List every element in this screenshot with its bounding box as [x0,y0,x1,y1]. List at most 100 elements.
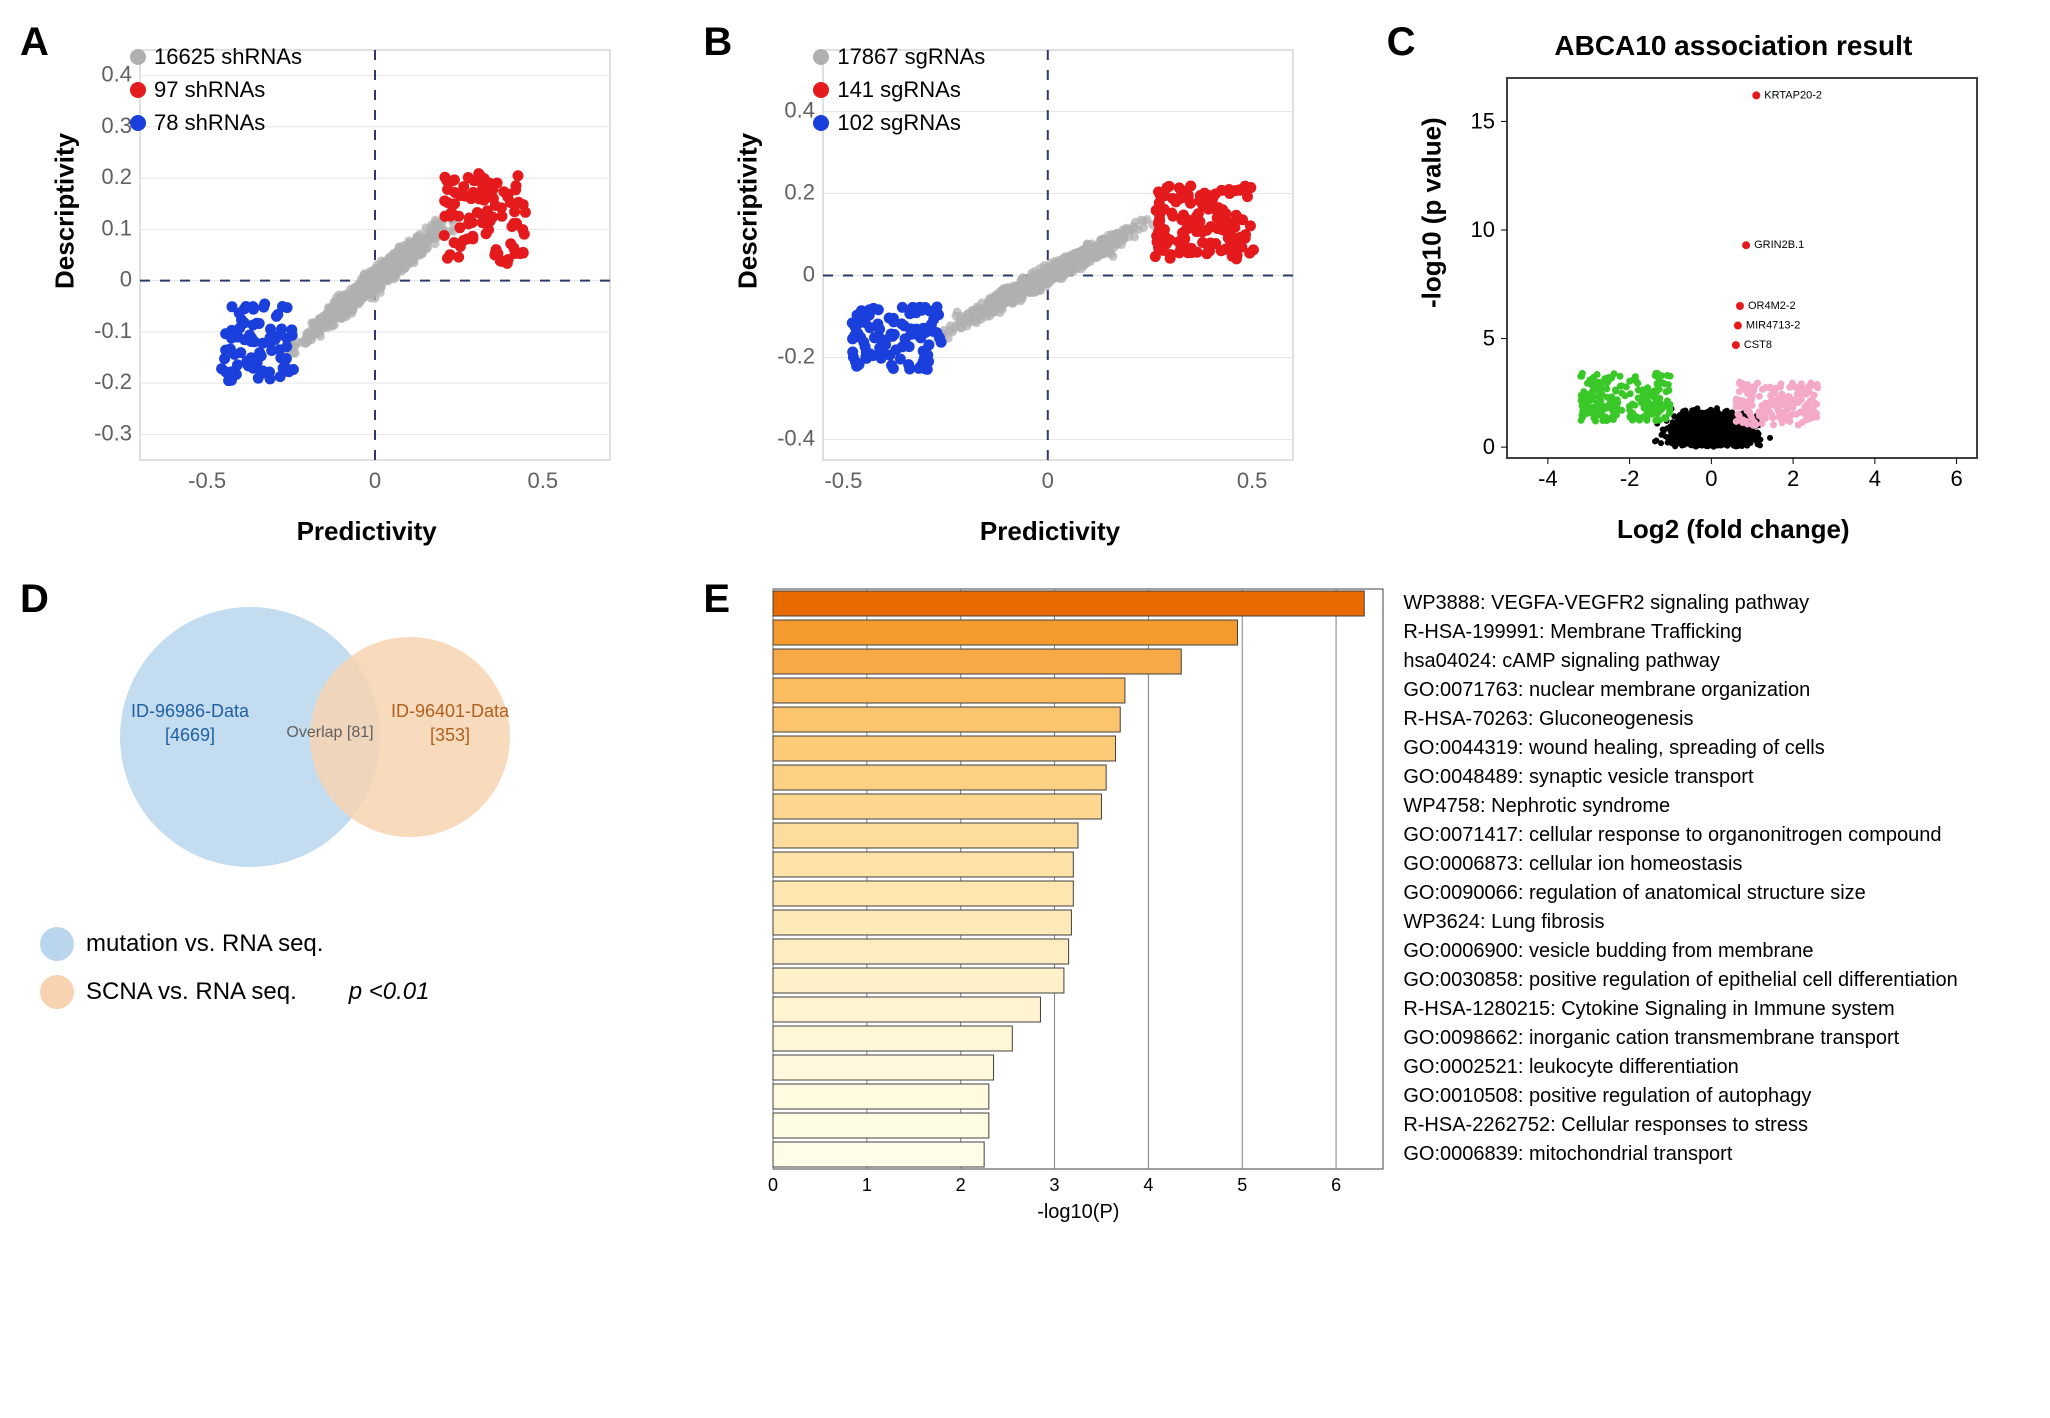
bar-label: GO:0090066: regulation of anatomical str… [1403,879,1957,908]
svg-text:3: 3 [1050,1175,1060,1195]
svg-text:-0.2: -0.2 [777,344,815,369]
bar-label: GO:0002521: leukocyte differentiation [1403,1053,1957,1082]
svg-text:0: 0 [369,468,381,493]
svg-text:ID-96401-Data: ID-96401-Data [391,701,510,721]
panel-b-legend: 17867 sgRNAs141 sgRNAs102 sgRNAs [813,40,985,139]
panel-e: E 0 1 2 3 4 5 6 -log10(P) WP3888: VEGFA-VEGFR2… [703,577,2030,1224]
panel-d-legend: mutation vs. RNA seq. SCNA vs. RNA seq. … [40,927,663,1009]
panel-b-label: B [703,20,732,65]
svg-text:-0.1: -0.1 [94,318,132,343]
venn-legend-label-1: mutation vs. RNA seq. [86,930,323,958]
bar-label: WP4758: Nephrotic syndrome [1403,792,1957,821]
svg-text:CST8: CST8 [1744,339,1772,351]
svg-text:0.5: 0.5 [1237,468,1268,493]
svg-text:KRTAP20-2: KRTAP20-2 [1764,89,1822,101]
svg-text:MIR4713-2: MIR4713-2 [1746,320,1800,332]
panel-d-label: D [20,577,49,622]
legend-dot [130,115,146,131]
svg-text:0: 0 [1705,466,1717,491]
bar-label: GO:0006839: mitochondrial transport [1403,1140,1957,1169]
svg-text:5: 5 [1238,1175,1248,1195]
panel-e-xlabel: -log10(P) [763,1201,1393,1224]
venn-legend-circle-2 [40,975,74,1009]
legend-dot [813,115,829,131]
venn-pvalue: p <0.01 [349,978,430,1006]
svg-text:-4: -4 [1538,466,1558,491]
svg-text:-0.5: -0.5 [825,468,863,493]
svg-text:GRIN2B.1: GRIN2B.1 [1754,239,1804,251]
svg-text:0.2: 0.2 [785,180,816,205]
svg-text:ID-96986-Data: ID-96986-Data [131,701,250,721]
panel-c: C ABCA10 association result -log10 (p va… [1387,20,2030,547]
bar-label: WP3888: VEGFA-VEGFR2 signaling pathway [1403,589,1957,618]
svg-text:OR4M2-2: OR4M2-2 [1748,300,1796,312]
bar-label: GO:0098662: inorganic cation transmembra… [1403,1024,1957,1053]
panel-e-barchart: 0 1 2 3 4 5 6 [763,587,1393,1197]
panel-b-xlabel: Predictivity [753,516,1346,547]
bar-label: GO:0044319: wound healing, spreading of … [1403,734,1957,763]
panel-c-title: ABCA10 association result [1437,30,2030,62]
legend-dot [813,82,829,98]
panel-b-ylabel: Descriptivity [733,132,764,288]
legend-label: 97 shRNAs [154,73,265,106]
svg-text:6: 6 [1331,1175,1341,1195]
svg-text:5: 5 [1482,326,1494,351]
legend-label: 17867 sgRNAs [837,40,985,73]
panel-e-label: E [703,577,730,622]
svg-text:4: 4 [1868,466,1880,491]
svg-text:1: 1 [862,1175,872,1195]
bar-label: GO:0071417: cellular response to organon… [1403,821,1957,850]
legend-dot [130,82,146,98]
bar-label: R-HSA-1280215: Cytokine Signaling in Imm… [1403,995,1957,1024]
bar-label: GO:0071763: nuclear membrane organizatio… [1403,676,1957,705]
svg-text:-0.3: -0.3 [94,420,132,445]
svg-text:-2: -2 [1619,466,1639,491]
bar-label: GO:0048489: synaptic vesicle transport [1403,763,1957,792]
svg-text:[4669]: [4669] [165,725,215,745]
bar-label: R-HSA-2262752: Cellular responses to str… [1403,1111,1957,1140]
panel-d: D ID-96986-Data [4669] ID-96401-Data [353] O… [20,577,663,1224]
panel-c-xlabel: Log2 (fold change) [1437,514,2030,545]
svg-text:0: 0 [1482,434,1494,459]
legend-label: 78 shRNAs [154,106,265,139]
panel-d-venn: ID-96986-Data [4669] ID-96401-Data [353] Ove… [80,597,560,897]
bar-label: GO:0006900: vesicle budding from membran… [1403,937,1957,966]
svg-text:2: 2 [956,1175,966,1195]
bar-label: hsa04024: cAMP signaling pathway [1403,647,1957,676]
svg-text:6: 6 [1950,466,1962,491]
bar-label: GO:0006873: cellular ion homeostasis [1403,850,1957,879]
svg-text:15: 15 [1470,108,1494,133]
panel-b: B Descriptivity -0.4-0.200.20.4-0.500.5 … [703,20,1346,547]
bar-label: R-HSA-70263: Gluconeogenesis [1403,705,1957,734]
svg-text:-0.4: -0.4 [777,426,815,451]
legend-dot [130,49,146,65]
legend-label: 141 sgRNAs [837,73,961,106]
panel-c-ylabel: -log10 (p value) [1416,117,1447,308]
venn-legend-circle-1 [40,927,74,961]
svg-text:0: 0 [1042,468,1054,493]
venn-legend-label-2: SCNA vs. RNA seq. [86,978,297,1006]
bar-label: WP3624: Lung fibrosis [1403,908,1957,937]
svg-text:0.1: 0.1 [101,215,132,240]
legend-dot [813,49,829,65]
svg-text:Overlap [81]: Overlap [81] [286,724,373,741]
svg-text:0.4: 0.4 [101,62,132,87]
svg-text:0.4: 0.4 [785,98,816,123]
svg-text:0: 0 [768,1175,778,1195]
svg-text:0: 0 [803,262,815,287]
panel-a: A Descriptivity -0.3-0.2-0.100.10.20.30.… [20,20,663,547]
svg-text:4: 4 [1144,1175,1154,1195]
panel-a-legend: 16625 shRNAs97 shRNAs78 shRNAs [130,40,302,139]
panel-e-bar-labels: WP3888: VEGFA-VEGFR2 signaling pathway R-… [1403,587,1957,1224]
legend-label: 16625 shRNAs [154,40,302,73]
svg-text:[353]: [353] [430,725,470,745]
svg-text:10: 10 [1470,217,1494,242]
panel-a-xlabel: Predictivity [70,516,663,547]
svg-text:0.2: 0.2 [101,164,132,189]
legend-label: 102 sgRNAs [837,106,961,139]
svg-text:0: 0 [120,267,132,292]
panel-c-label: C [1387,20,1416,65]
bar-label: GO:0030858: positive regulation of epith… [1403,966,1957,995]
svg-text:0.5: 0.5 [528,468,559,493]
svg-text:-0.5: -0.5 [188,468,226,493]
